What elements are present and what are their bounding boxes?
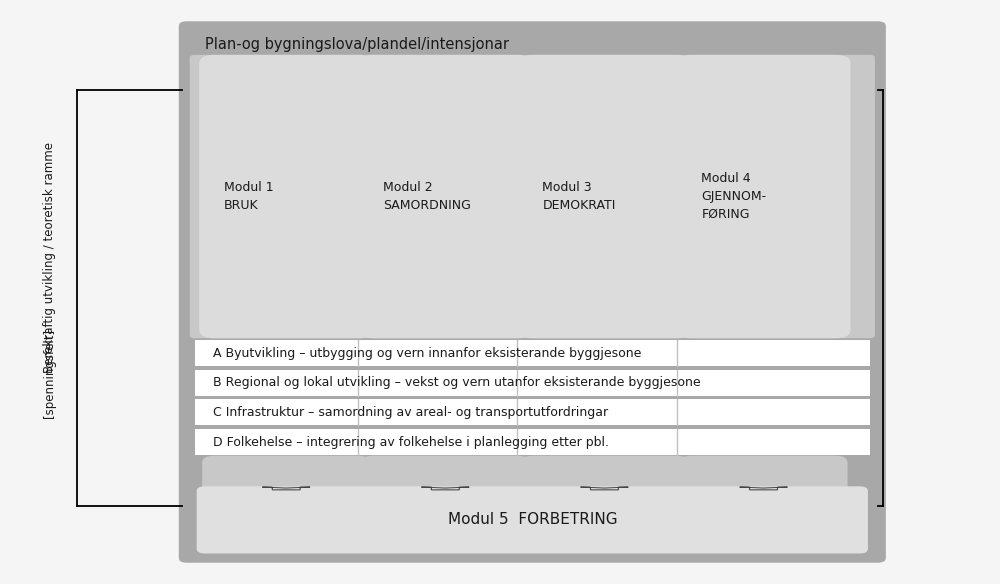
Text: Modul 4
GJENNOM-
FØRING: Modul 4 GJENNOM- FØRING [701,172,767,221]
Text: Berekraftig utvikling / teoretisk ramme: Berekraftig utvikling / teoretisk ramme [43,142,56,373]
FancyBboxPatch shape [202,456,370,494]
Text: Modul 5  FORBETRING: Modul 5 FORBETRING [448,512,617,527]
Bar [195,370,870,396]
Text: Modul 3
DEMOKRATI: Modul 3 DEMOKRATI [542,181,616,212]
FancyBboxPatch shape [199,55,373,338]
Text: Plan-og bygningslova/plandel/intensjonar: Plan-og bygningslova/plandel/intensjonar [205,37,509,53]
FancyArrow shape [740,487,787,490]
FancyBboxPatch shape [520,456,688,494]
Text: C Infrastruktur – samordning av areal- og transportutfordringar: C Infrastruktur – samordning av areal- o… [213,406,608,419]
Bar [195,399,870,426]
Text: [spenningsfelt]: [spenningsfelt] [43,328,56,418]
FancyBboxPatch shape [190,55,875,338]
FancyBboxPatch shape [517,55,691,338]
Bar [195,429,870,455]
FancyBboxPatch shape [679,456,848,494]
Text: D Folkehelse – integrering av folkehelse i planlegging etter pbl.: D Folkehelse – integrering av folkehelse… [213,436,609,449]
FancyBboxPatch shape [361,456,529,494]
Text: A Byutvikling – utbygging og vern innanfor eksisterande byggjesone: A Byutvikling – utbygging og vern innanf… [213,346,641,360]
Text: Modul 1
BRUK: Modul 1 BRUK [224,181,274,212]
Text: B Regional og lokal utvikling – vekst og vern utanfor eksisterande byggjesone: B Regional og lokal utvikling – vekst og… [213,376,700,390]
Text: Modul 2
SAMORDNING: Modul 2 SAMORDNING [383,181,471,212]
FancyBboxPatch shape [358,55,532,338]
FancyArrow shape [262,487,310,490]
FancyBboxPatch shape [197,486,868,554]
FancyBboxPatch shape [677,55,851,338]
FancyArrow shape [581,487,628,490]
FancyArrow shape [421,487,469,490]
FancyBboxPatch shape [179,21,886,563]
Bar [195,340,870,366]
Bar [195,460,870,554]
